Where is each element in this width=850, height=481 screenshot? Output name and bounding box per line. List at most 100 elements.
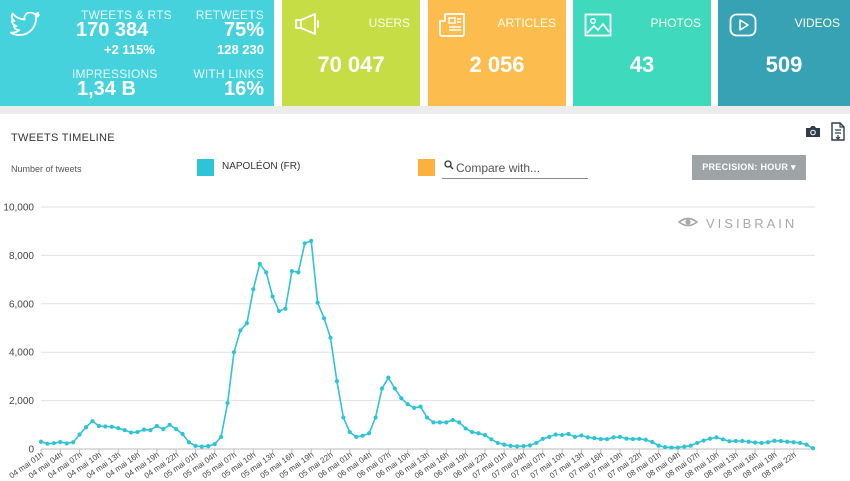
data-point [701, 438, 706, 443]
impressions-value: 1,34 B [77, 78, 136, 100]
data-point [296, 270, 301, 275]
data-point [637, 436, 642, 441]
data-point [148, 428, 153, 433]
compare-input[interactable]: Compare with... [442, 158, 588, 179]
data-point [675, 445, 681, 450]
data-point [77, 432, 82, 437]
camera-icon[interactable] [805, 125, 821, 143]
data-point [347, 429, 352, 435]
data-point [199, 444, 204, 449]
data-point [128, 430, 134, 435]
data-point [540, 436, 545, 441]
data-point [283, 306, 288, 311]
watermark-text: VISIBRAIN [706, 216, 797, 231]
tweets-growth: +2 115% [104, 42, 155, 57]
tweets-label: TWEETS & RTS [81, 8, 172, 22]
data-point [373, 415, 378, 420]
data-point [585, 435, 590, 440]
photos-tile[interactable]: PHOTOS 43 [573, 0, 711, 106]
data-point [309, 238, 314, 243]
data-point [180, 431, 185, 437]
kpi-tiles: TWEETS & RTS 170 384 +2 115% IMPRESSIONS… [0, 0, 850, 106]
data-point [122, 428, 127, 433]
data-point [38, 439, 44, 444]
data-point [289, 269, 294, 274]
twitter-bird-icon [9, 11, 40, 43]
data-point [116, 426, 121, 431]
data-point [579, 433, 584, 438]
data-point [270, 294, 275, 299]
data-point [482, 432, 487, 438]
data-point [592, 436, 597, 441]
data-point [386, 375, 391, 380]
impressions-label: IMPRESSIONS [72, 67, 158, 81]
data-point [71, 440, 76, 445]
play-icon [729, 13, 757, 42]
tweets-value: 170 384 [76, 19, 149, 41]
retweets-pct: 75% [223, 19, 264, 41]
data-point [219, 434, 224, 439]
photo-icon [584, 13, 612, 42]
data-point [444, 420, 449, 425]
twitter-tile[interactable]: TWEETS & RTS 170 384 +2 115% IMPRESSIONS… [0, 0, 274, 106]
data-point [354, 434, 359, 439]
chart-y-axis: 0 2,000 4,000 6,000 8,000 10,000 [3, 203, 34, 456]
data-point [90, 419, 95, 424]
data-point [321, 316, 327, 321]
precision-dropdown[interactable]: PRECISION: HOUR ▾ [692, 155, 806, 180]
users-label: USERS [368, 16, 410, 30]
videos-tile[interactable]: VIDEOS 509 [718, 0, 850, 106]
data-point [45, 441, 50, 446]
data-point [418, 404, 423, 409]
megaphone-icon [294, 12, 322, 41]
data-point [264, 270, 269, 275]
data-point [521, 443, 526, 449]
data-point [109, 424, 114, 429]
data-point [167, 422, 172, 427]
data-point [688, 443, 693, 448]
data-point [154, 423, 159, 429]
data-point [508, 443, 513, 448]
data-point [135, 429, 140, 435]
data-point [746, 439, 751, 444]
document-export-icon[interactable] [830, 122, 846, 146]
data-point [251, 287, 256, 292]
data-point [334, 379, 340, 384]
users-tile[interactable]: USERS 70 047 [282, 0, 420, 106]
y-tick-label: 6,000 [9, 299, 34, 310]
data-point [759, 440, 764, 446]
data-point [238, 328, 243, 333]
y-tick-label: 10,000 [3, 203, 34, 214]
data-point [560, 432, 565, 438]
data-point [225, 400, 230, 406]
data-point [772, 438, 777, 443]
data-point [662, 444, 668, 450]
articles-tile[interactable]: ARTICLES 2 056 [428, 0, 566, 106]
data-point [765, 440, 771, 445]
links-pct: 16% [223, 78, 264, 100]
data-point [495, 440, 500, 446]
retweets-value: 128 230 [217, 42, 264, 57]
y-tick-label: 8,000 [9, 251, 34, 262]
data-point [83, 425, 89, 430]
data-point [682, 444, 687, 449]
data-point [341, 415, 346, 420]
data-point [605, 436, 610, 442]
data-point [476, 431, 481, 436]
retweets-label: RETWEETS [195, 8, 264, 22]
series-points [38, 238, 816, 451]
data-point [96, 423, 101, 429]
data-point [469, 429, 475, 435]
data-point [315, 300, 320, 305]
data-point [141, 427, 147, 432]
videos-label: VIDEOS [794, 16, 840, 30]
data-point [392, 386, 397, 391]
data-point [656, 443, 661, 448]
data-point [695, 440, 700, 446]
data-point [367, 431, 372, 436]
data-point [707, 436, 713, 441]
data-point [611, 435, 616, 440]
data-point [431, 420, 436, 425]
data-point [360, 433, 365, 438]
